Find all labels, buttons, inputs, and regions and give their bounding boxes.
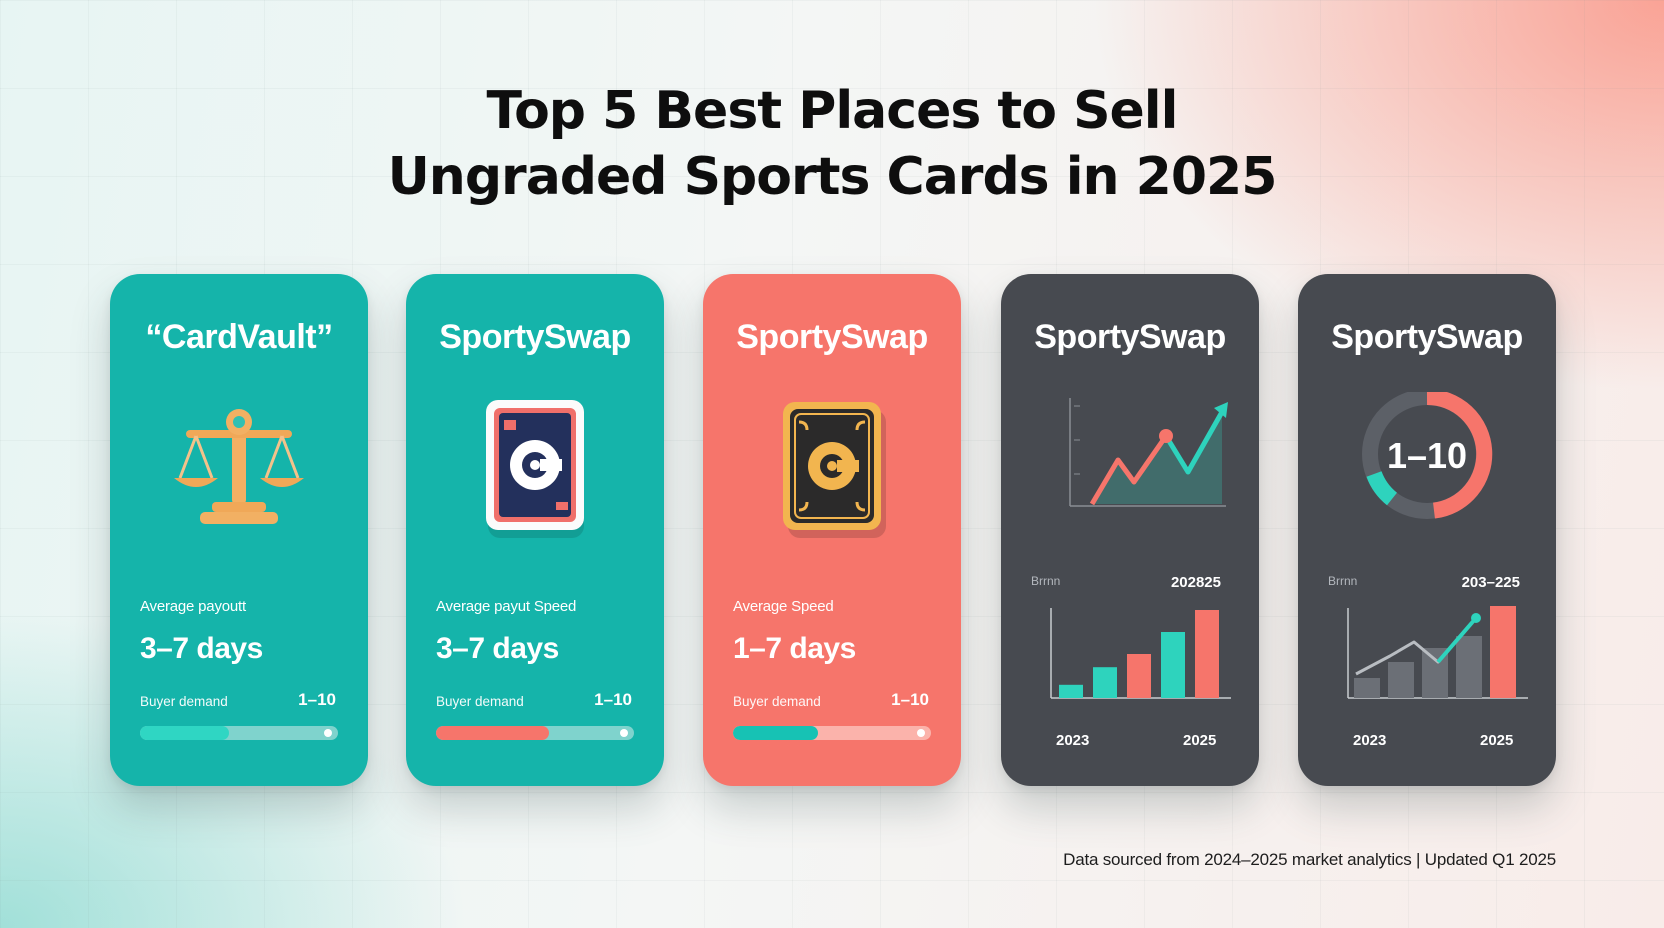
card-title: SportySwap <box>439 318 631 356</box>
growth-bar <box>1059 684 1083 698</box>
gold-card-icon <box>703 392 961 542</box>
platform-card-sportyswap-3[interactable]: SportySwap Brrnn 202825 2023 2025 <box>1001 274 1259 786</box>
demand-bar-fill <box>733 726 819 740</box>
year-start: 2023 <box>1353 732 1387 749</box>
year-range: 202825 <box>1170 574 1221 591</box>
demand-value: 1–10 <box>891 690 929 709</box>
gauge-text: 1–10 <box>1387 435 1467 476</box>
platform-card-sportyswap-4[interactable]: SportySwap 1–10 Brrnn 203–225 2023 2025 <box>1298 274 1556 786</box>
title-line-1: Top 5 Best Places to Sell <box>486 81 1179 141</box>
demand-bar <box>436 726 634 740</box>
card-title: “CardVault” <box>145 318 333 356</box>
demand-bar-fill <box>436 726 549 740</box>
range-label: Brrnn <box>1328 574 1358 588</box>
demand-bar-fill <box>140 726 230 740</box>
metric-value: 3–7 days <box>436 632 559 665</box>
card-title: SportySwap <box>736 318 928 356</box>
metric-value: 3–7 days <box>140 632 263 665</box>
demand-label: Buyer demand <box>140 694 228 709</box>
card-title: SportySwap <box>1034 318 1226 356</box>
demand-bar-knob <box>620 729 628 737</box>
trading-card-icon <box>406 392 664 542</box>
year-end: 2025 <box>1480 732 1514 749</box>
demand-bar <box>140 726 338 740</box>
demand-value: 1–10 <box>594 690 632 709</box>
year-start: 2023 <box>1056 732 1090 749</box>
platform-card-sportyswap-2[interactable]: SportySwap Average Speed 1–7 days Buyer … <box>703 274 961 786</box>
metric-value: 1–7 days <box>733 632 856 665</box>
metric-label: Average Speed <box>733 598 834 615</box>
range-label: Brrnn <box>1031 574 1061 588</box>
platform-card-cardvault[interactable]: “CardVault” Average payoutt 3–7 days Buy… <box>110 274 368 786</box>
card-title: SportySwap <box>1331 318 1523 356</box>
growth-bar <box>1161 632 1185 698</box>
demand-value: 1–10 <box>298 690 336 709</box>
footnote: Data sourced from 2024–2025 market analy… <box>1063 850 1556 869</box>
metric-label: Average payut Speed <box>436 598 577 615</box>
demand-bar-knob <box>324 729 332 737</box>
page-title: Top 5 Best Places to Sell Ungraded Sport… <box>0 78 1664 210</box>
scales-icon <box>110 392 368 542</box>
year-end: 2025 <box>1183 732 1217 749</box>
demand-bar <box>733 726 931 740</box>
growth-bar-chart <box>1050 608 1231 699</box>
donut-gauge-icon: 1–10 <box>1298 392 1556 542</box>
demand-bar-knob <box>917 729 925 737</box>
demand-label: Buyer demand <box>733 694 821 709</box>
growth-bar <box>1195 610 1219 698</box>
growth-combo-chart <box>1347 606 1528 699</box>
demand-label: Buyer demand <box>436 694 524 709</box>
platform-card-sportyswap-1[interactable]: SportySwap Average payut Speed 3–7 days … <box>406 274 664 786</box>
title-line-2: Ungraded Sports Cards in 2025 <box>387 147 1278 207</box>
metric-label: Average payoutt <box>140 598 246 615</box>
growth-bar <box>1093 667 1117 698</box>
year-range: 203–225 <box>1461 574 1520 591</box>
line-chart-icon <box>1001 392 1259 542</box>
growth-bar <box>1127 654 1151 698</box>
